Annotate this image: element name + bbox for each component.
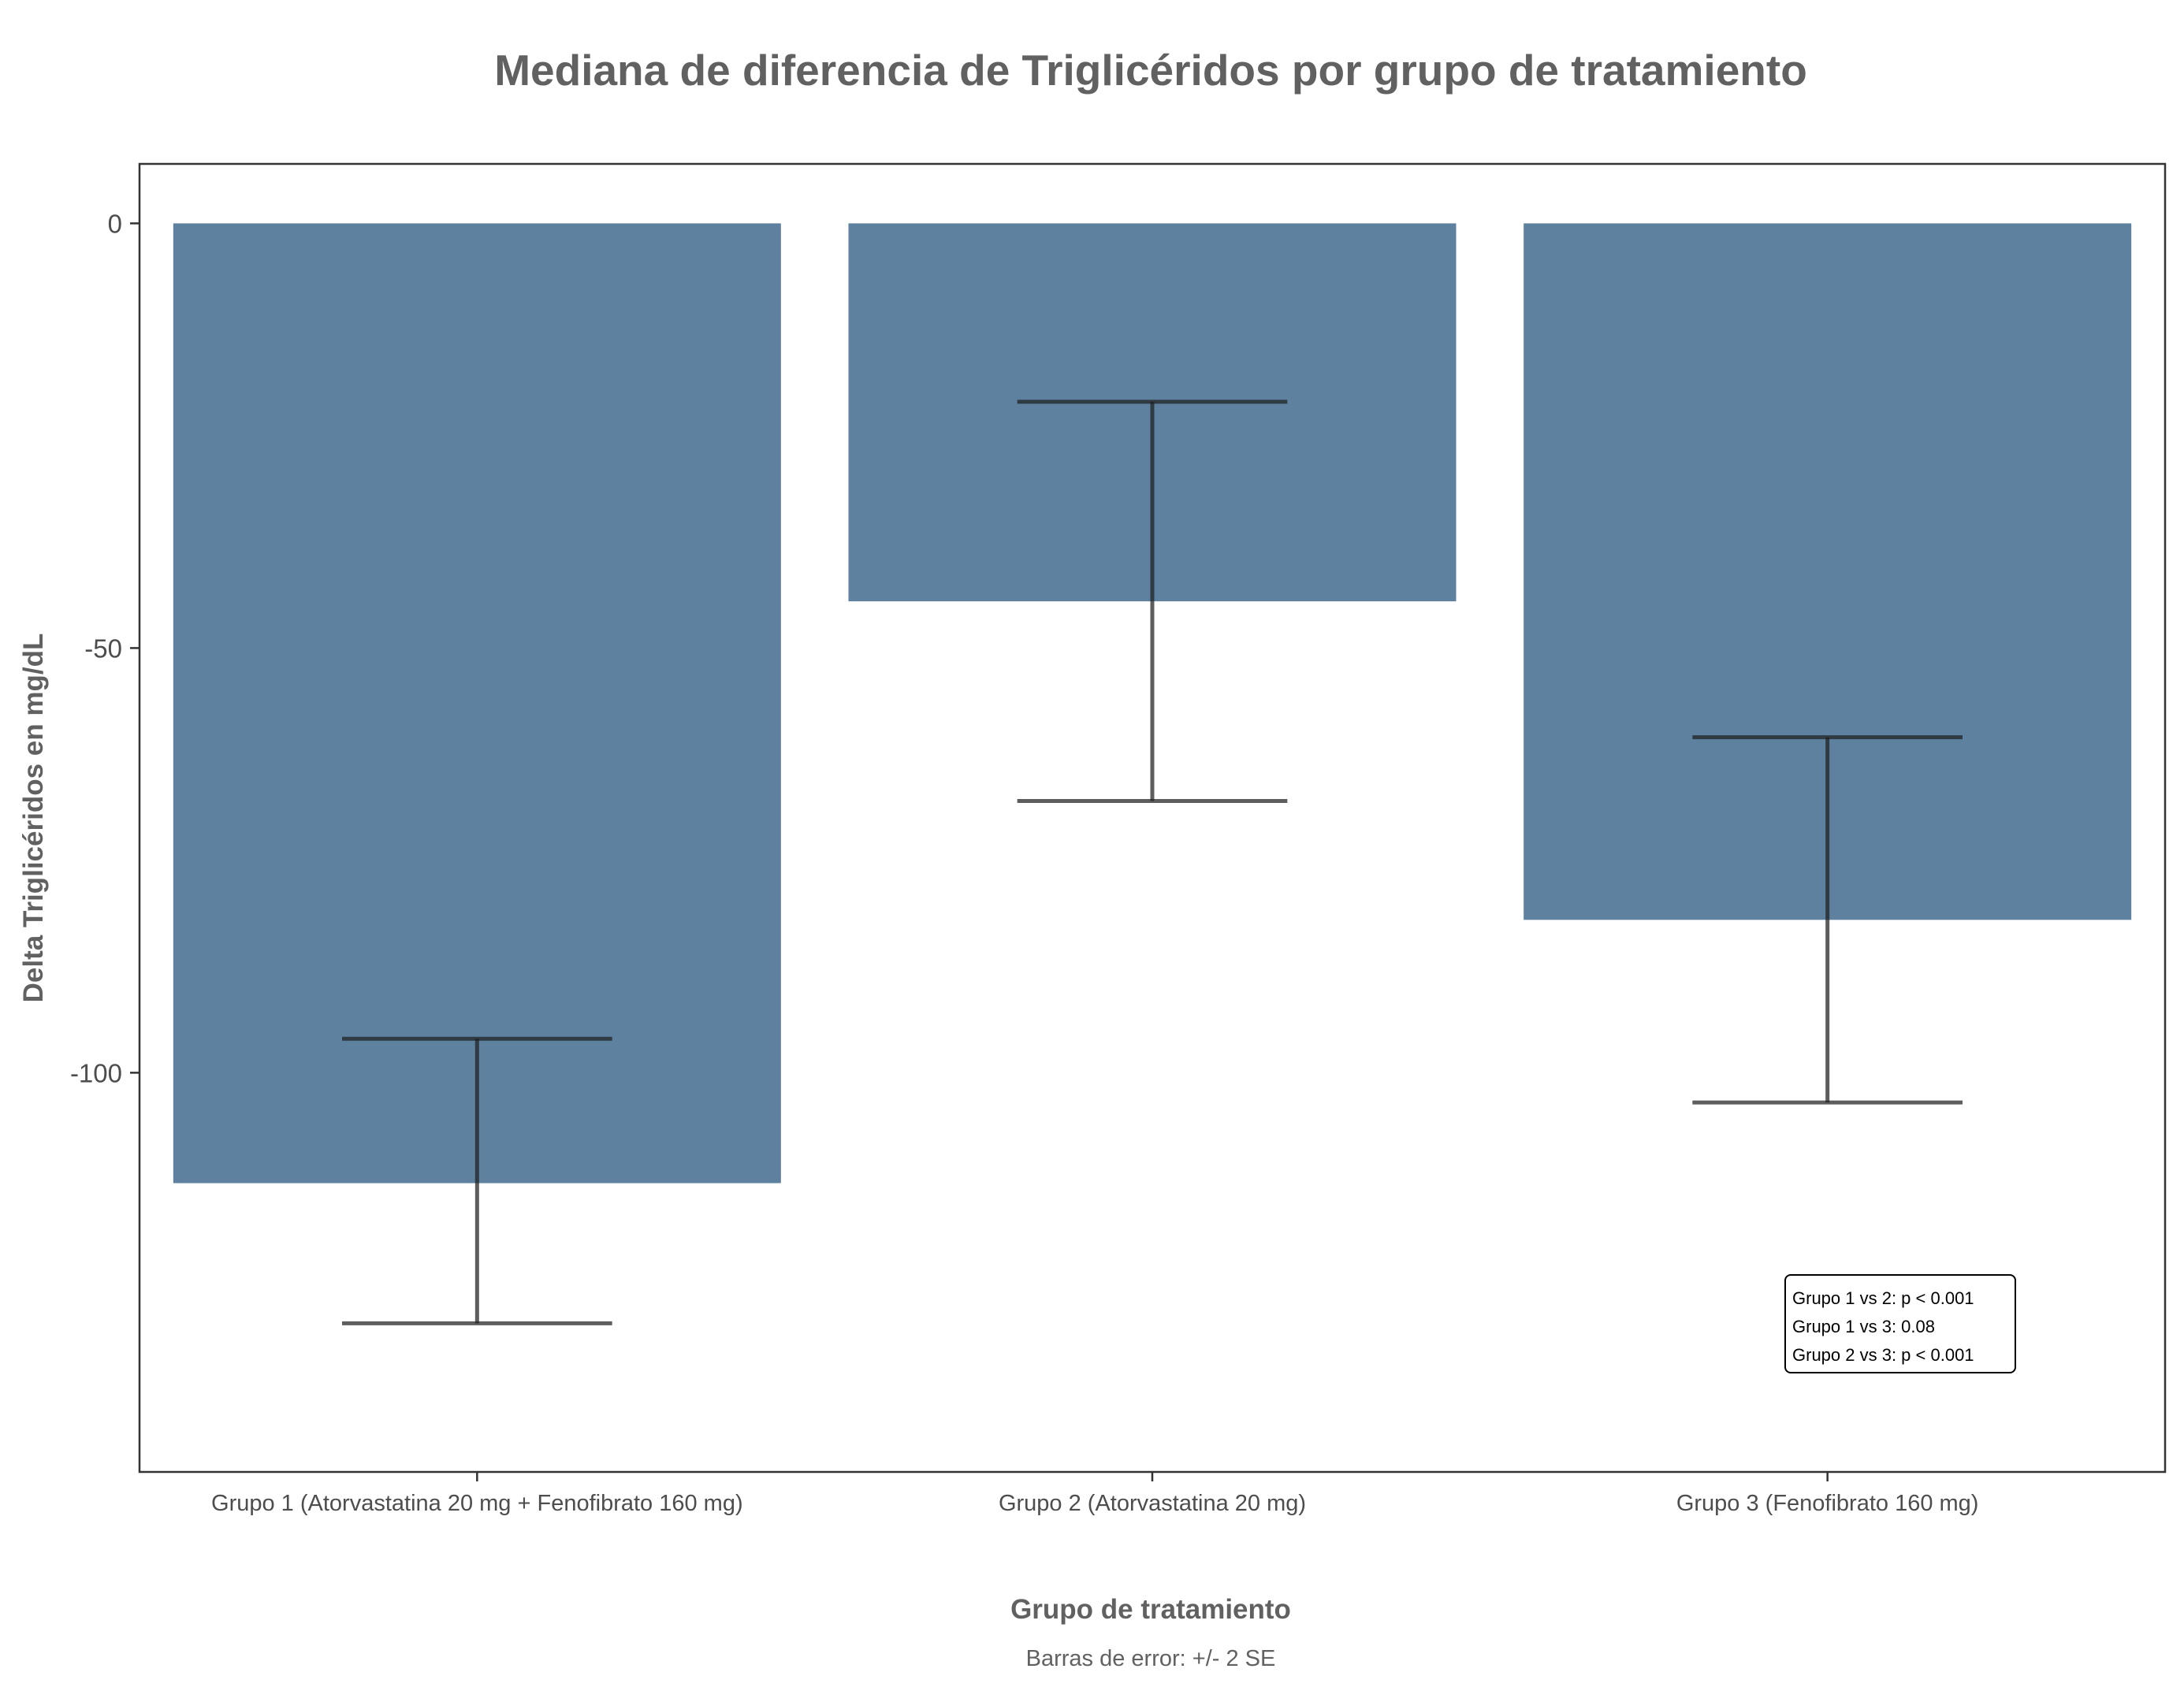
x-axis: Grupo 1 (Atorvastatina 20 mg + Fenofibra… [211, 1472, 1978, 1516]
annotation-line: Grupo 2 vs 3: p < 0.001 [1792, 1345, 1974, 1365]
y-axis-label: Delta Triglicéridos en mg/dL [18, 634, 49, 1003]
bar [173, 223, 781, 1184]
y-tick-label: -50 [84, 634, 122, 663]
annotation-box [1784, 1274, 2016, 1373]
bars [173, 223, 2132, 1184]
x-tick-label: Grupo 3 (Fenofibrato 160 mg) [1676, 1491, 1979, 1516]
x-axis-label: Grupo de tratamiento [1010, 1594, 1291, 1625]
annotation-line: Grupo 1 vs 3: 0.08 [1792, 1317, 1935, 1336]
y-tick-label: 0 [108, 209, 122, 238]
x-tick-label: Grupo 2 (Atorvastatina 20 mg) [999, 1491, 1306, 1516]
y-axis: 0 -50 -100 [70, 209, 140, 1087]
x-tick-label: Grupo 1 (Atorvastatina 20 mg + Fenofibra… [211, 1491, 743, 1516]
error-bars [342, 400, 1963, 1325]
annotation-line: Grupo 1 vs 2: p < 0.001 [1792, 1288, 1974, 1308]
caption: Barras de error: +/- 2 SE [1026, 1646, 1276, 1671]
chart-title: Mediana de diferencia de Triglicéridos p… [494, 46, 1807, 95]
p-value-annotation: Grupo 1 vs 2: p < 0.001 Grupo 1 vs 3: 0.… [1784, 1274, 2016, 1373]
y-tick-label: -100 [70, 1058, 122, 1087]
